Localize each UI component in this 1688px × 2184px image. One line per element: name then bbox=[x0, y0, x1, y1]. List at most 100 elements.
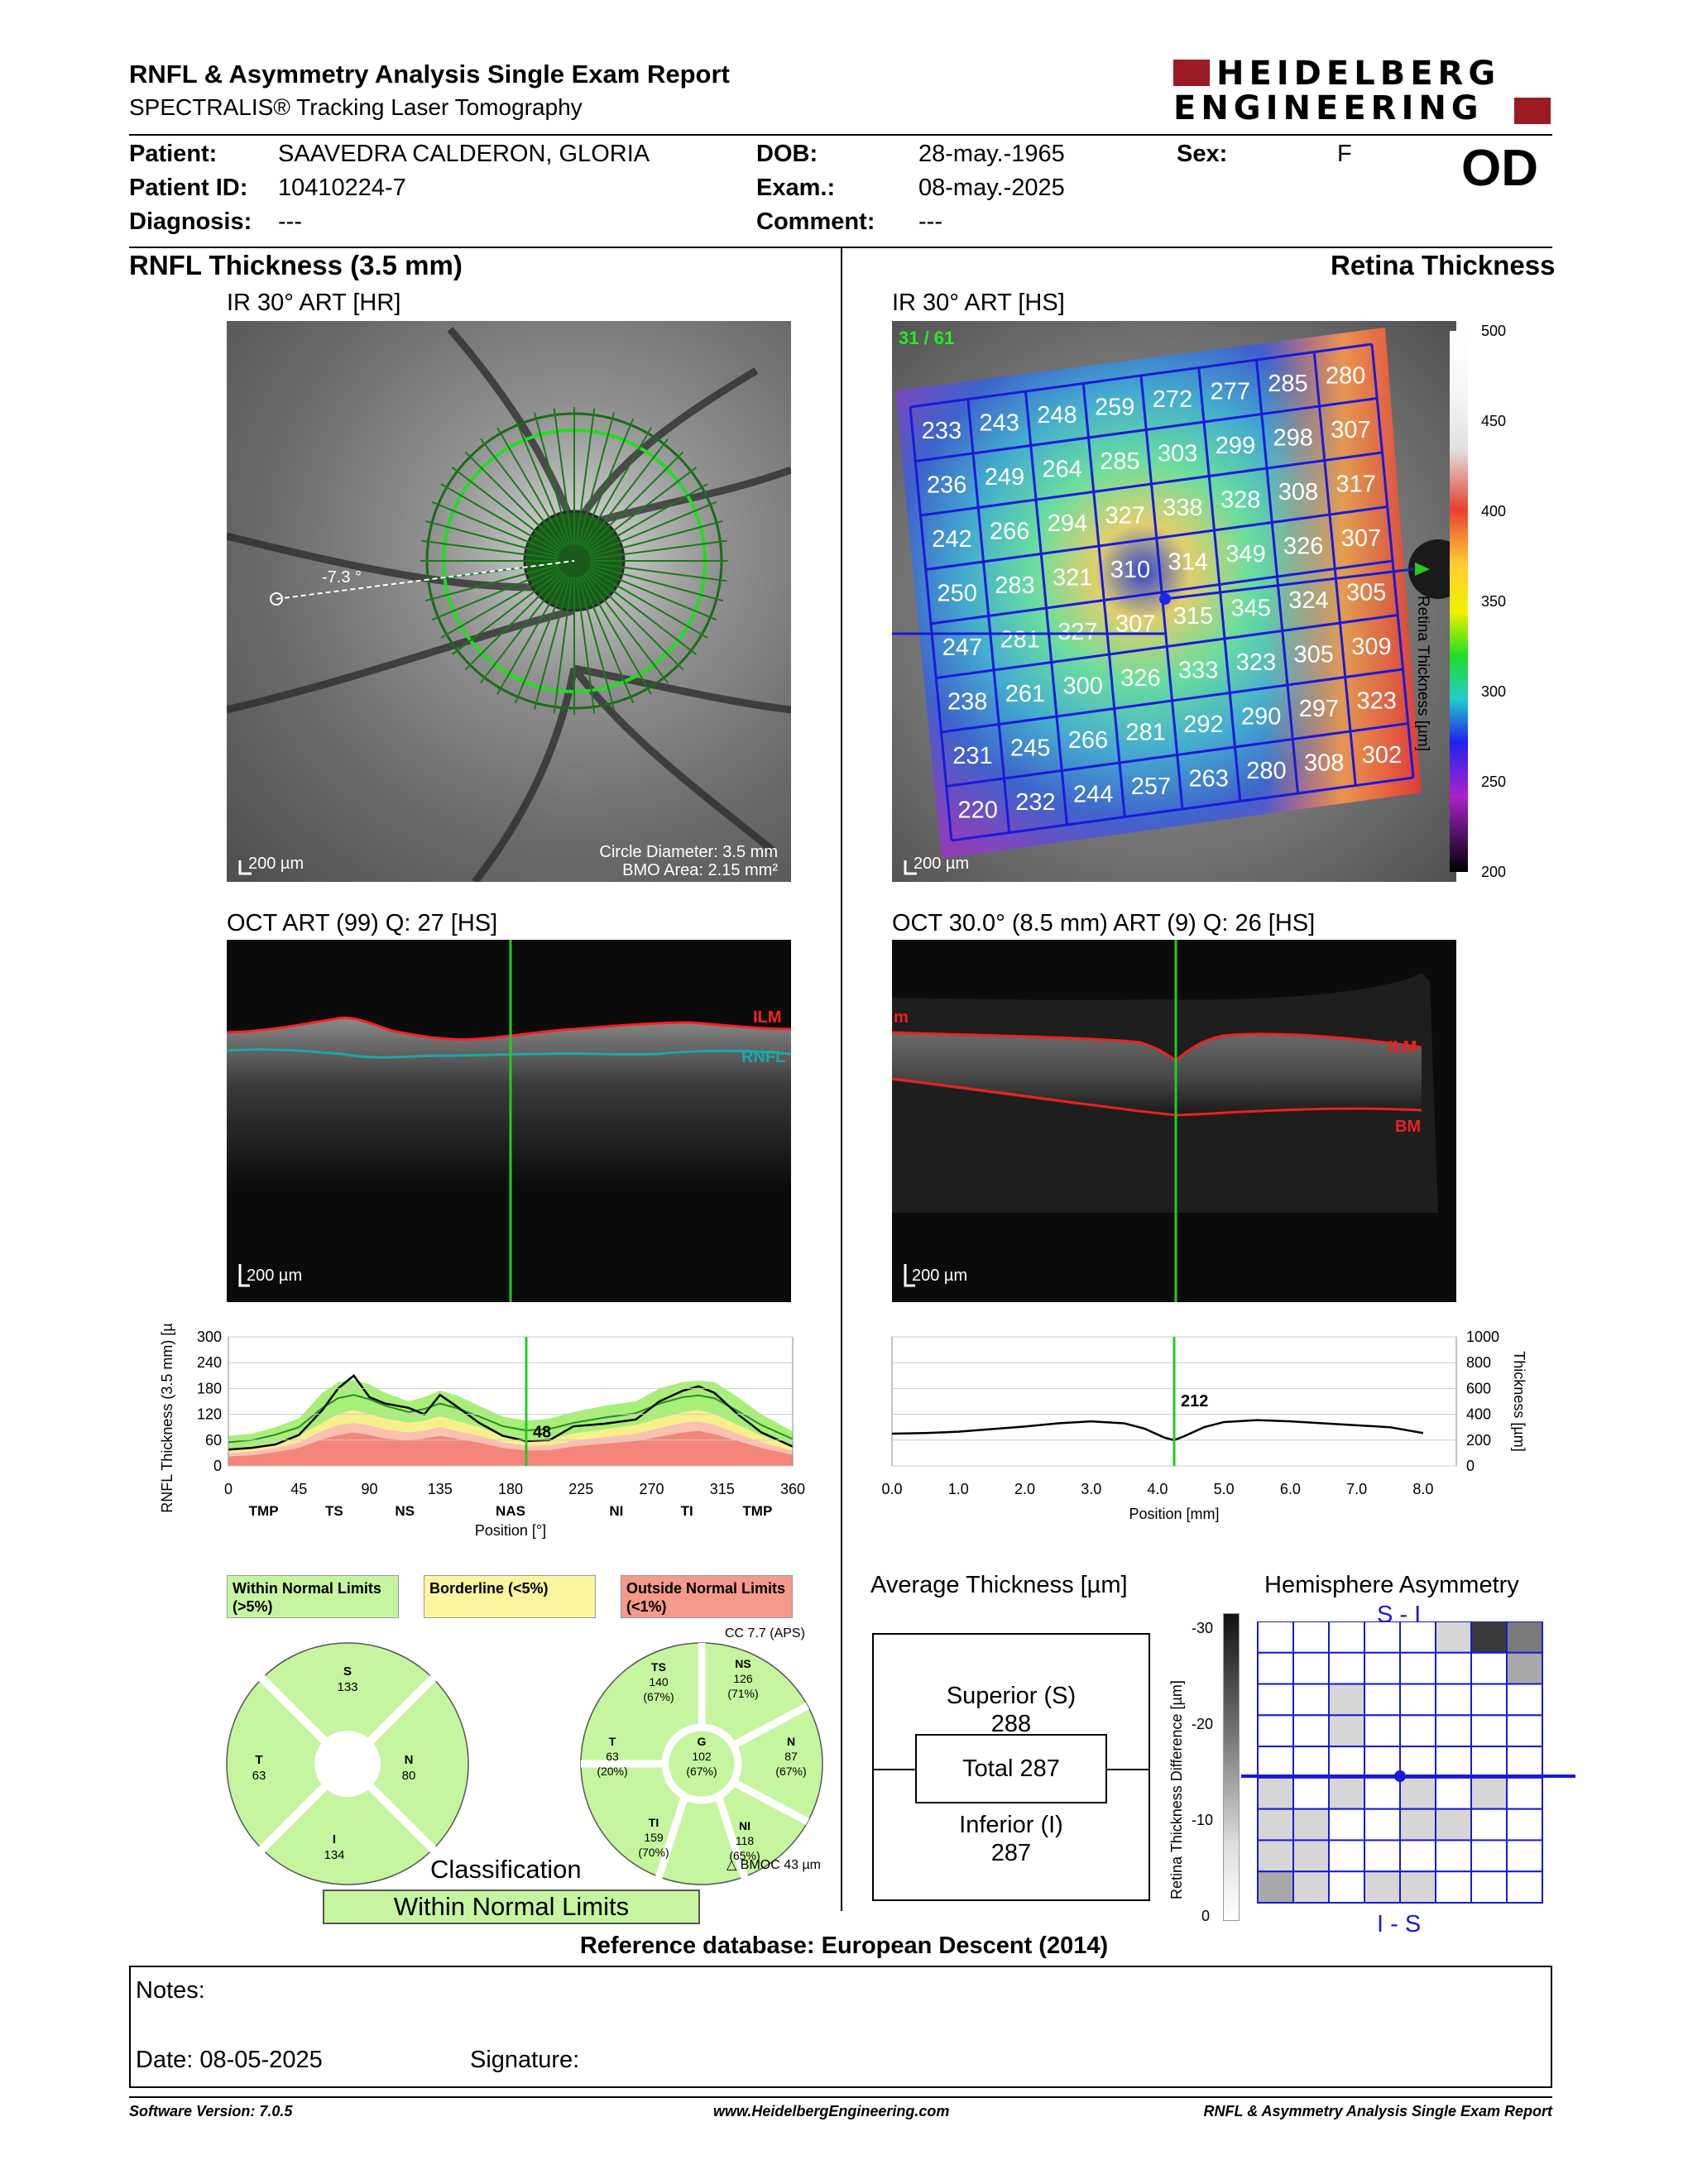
eye-indicator: OD bbox=[1461, 140, 1538, 197]
cbar-tick-350: 350 bbox=[1481, 593, 1507, 610]
ir-scale-text-left: 200 µm bbox=[248, 855, 304, 873]
chart1-cursor-label: 48 bbox=[533, 1424, 551, 1442]
grid-cell-value: 314 bbox=[1168, 549, 1208, 576]
quadrant-chart: S 133 T 63 N 80 I 134 bbox=[223, 1640, 472, 1888]
grid-cell-value: 283 bbox=[995, 572, 1034, 599]
patient-id-label: Patient ID: bbox=[129, 175, 248, 201]
classification-result: Within Normal Limits bbox=[323, 1889, 700, 1924]
circle-scan-spoke bbox=[553, 408, 573, 545]
grid-cell-value: 321 bbox=[1053, 565, 1092, 592]
asym-cell bbox=[1292, 1621, 1330, 1654]
asym-cell bbox=[1257, 1714, 1294, 1748]
circle-scan-spoke bbox=[587, 466, 698, 552]
circle-scan-spoke bbox=[425, 564, 559, 602]
colorbar bbox=[1450, 331, 1468, 872]
chart1-sector-label: TS bbox=[325, 1503, 343, 1519]
grid-cell-value: 303 bbox=[1158, 441, 1197, 467]
circle-scan-spoke bbox=[479, 573, 565, 684]
chart1-sector-label: TMP bbox=[742, 1503, 772, 1519]
quad-n-label: N bbox=[405, 1753, 414, 1767]
sector-g-value: 102 bbox=[692, 1750, 712, 1763]
grid-cell-value: 315 bbox=[1173, 603, 1213, 630]
circle-scan-spoke bbox=[587, 483, 708, 553]
chart2-ytick: 800 bbox=[1466, 1354, 1491, 1371]
sector-n-pct: (67%) bbox=[775, 1765, 806, 1778]
asym-cell bbox=[1506, 1776, 1543, 1810]
grid-cell-value: 333 bbox=[1178, 658, 1218, 684]
oct-rnfl-label: RNFL bbox=[741, 1048, 785, 1066]
circle-scan-spoke bbox=[533, 577, 571, 710]
grid-cell-value: 277 bbox=[1211, 379, 1250, 405]
bmoc-value: BMOC 43 µm bbox=[740, 1858, 821, 1872]
asym-cell bbox=[1399, 1714, 1436, 1748]
chart2-xtick: 3.0 bbox=[1081, 1481, 1101, 1497]
grid-cell-value: 349 bbox=[1225, 541, 1265, 568]
asym-cell bbox=[1399, 1839, 1436, 1873]
grid-cell-value: 338 bbox=[1163, 495, 1202, 521]
grid-cell-value: 292 bbox=[1183, 711, 1223, 738]
patient-id: 10410224-7 bbox=[278, 175, 406, 201]
asym-cell bbox=[1435, 1839, 1472, 1873]
grid-cell-value: 266 bbox=[990, 519, 1029, 545]
circle-scan-spoke bbox=[533, 412, 571, 545]
chart1-xtick: 135 bbox=[428, 1481, 453, 1497]
oct-bscan-right: m ILM BM 200 µm bbox=[892, 940, 1456, 1302]
patient-name: SAAVEDRA CALDERON, GLORIA bbox=[278, 141, 650, 167]
notes-box[interactable]: Notes: Date: 08-05-2025 Signature: bbox=[129, 1966, 1552, 2088]
cbar-tick-500: 500 bbox=[1481, 323, 1507, 339]
oct-left-overlay: ILM RNFL 200 µm bbox=[227, 940, 791, 1302]
grid-cell-value: 261 bbox=[1005, 681, 1045, 707]
grid-cell-value: 280 bbox=[1246, 758, 1286, 784]
ir-scale-text-right: 200 µm bbox=[914, 855, 969, 873]
report-subtitle: SPECTRALIS® Tracking Laser Tomography bbox=[129, 94, 583, 120]
chart2-ytick: 400 bbox=[1466, 1406, 1491, 1423]
asym-cell bbox=[1470, 1776, 1508, 1810]
asym-cell bbox=[1257, 1808, 1294, 1842]
grid-cell-value: 242 bbox=[932, 526, 971, 553]
header-rule bbox=[129, 134, 1552, 136]
asym-cell bbox=[1364, 1714, 1401, 1748]
sector-t-value: 63 bbox=[606, 1750, 619, 1763]
grid-line-horizontal bbox=[936, 614, 1398, 679]
asym-cell bbox=[1399, 1621, 1436, 1654]
grid-cell-value: 231 bbox=[952, 743, 992, 769]
asym-cell bbox=[1328, 1839, 1365, 1873]
sector-t-pct: (20%) bbox=[597, 1765, 627, 1778]
band-borderline bbox=[228, 1410, 793, 1454]
avg-thickness-box: Superior (S) 288 Total 287 Inferior (I) … bbox=[872, 1633, 1150, 1901]
grid-cell-value: 236 bbox=[927, 472, 966, 499]
asym-cell bbox=[1506, 1870, 1543, 1904]
asym-grid bbox=[1241, 1621, 1575, 1919]
chart2-xtick: 1.0 bbox=[948, 1481, 969, 1497]
circle-scan-spoke bbox=[583, 438, 669, 548]
grid-line-vertical bbox=[1197, 367, 1242, 802]
chart2-ytick: 600 bbox=[1466, 1380, 1491, 1396]
ir-counter: 31 / 61 bbox=[899, 328, 954, 348]
asym-cell bbox=[1470, 1870, 1508, 1904]
grid-cell-value: 263 bbox=[1189, 766, 1229, 793]
asym-cell bbox=[1399, 1746, 1436, 1779]
chart2-ylabel: Thickness [µm] bbox=[1511, 1351, 1527, 1451]
ir-angle-text: -7.3 ° bbox=[322, 568, 362, 587]
asym-cell bbox=[1292, 1870, 1330, 1904]
chart2-ytick: 200 bbox=[1466, 1432, 1491, 1449]
oct-bscan-left: ILM RNFL 200 µm bbox=[227, 940, 791, 1302]
sector-ni-label: NI bbox=[739, 1819, 750, 1832]
grid-line-vertical bbox=[1255, 359, 1299, 794]
rnfl-profile-chart: 0 60 120 180 240 300 0 45 90 135 180 225 270 315 360 TM… bbox=[124, 1306, 811, 1564]
asym-axis-label: Retina Thickness Difference [µm] bbox=[1168, 1680, 1185, 1899]
chart2-xtick: 8.0 bbox=[1412, 1481, 1433, 1497]
chart1-xtick: 180 bbox=[498, 1481, 523, 1497]
sex-label: Sex: bbox=[1177, 141, 1228, 167]
website-link[interactable]: www.HeidelbergEngineering.com bbox=[713, 2103, 950, 2119]
circle-scan-spoke bbox=[587, 570, 698, 656]
chart1-ytick: 60 bbox=[205, 1432, 222, 1449]
sector-ns-label: NS bbox=[735, 1657, 750, 1670]
grid-cell-value: 272 bbox=[1153, 386, 1192, 413]
cbar-tick-250: 250 bbox=[1481, 774, 1507, 790]
circle-scan-spoke bbox=[464, 451, 563, 550]
sector-n-label: N bbox=[787, 1735, 795, 1748]
inferior-value: 287 bbox=[990, 1840, 1032, 1866]
oct-bm-label: BM bbox=[1395, 1118, 1421, 1136]
chart2-xtick: 0.0 bbox=[881, 1481, 902, 1497]
